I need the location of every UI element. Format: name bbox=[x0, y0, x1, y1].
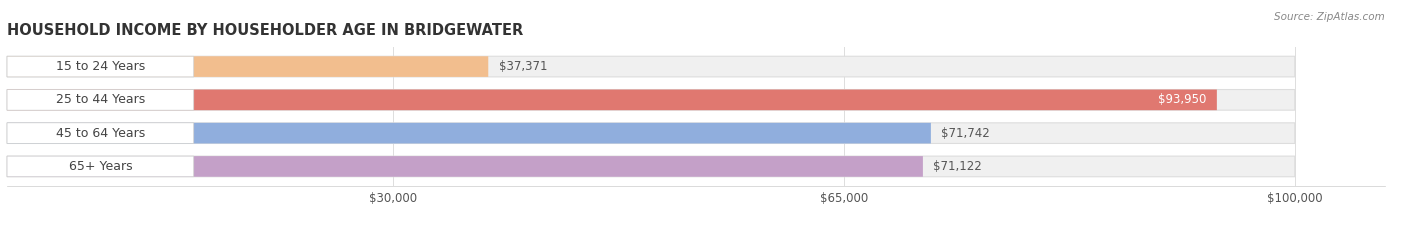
Text: 25 to 44 Years: 25 to 44 Years bbox=[56, 93, 145, 106]
FancyBboxPatch shape bbox=[7, 56, 1295, 77]
FancyBboxPatch shape bbox=[7, 156, 1295, 177]
FancyBboxPatch shape bbox=[7, 89, 1216, 110]
FancyBboxPatch shape bbox=[7, 123, 194, 144]
Text: $71,122: $71,122 bbox=[934, 160, 981, 173]
FancyBboxPatch shape bbox=[7, 89, 1295, 110]
Text: $93,950: $93,950 bbox=[1159, 93, 1206, 106]
FancyBboxPatch shape bbox=[7, 89, 194, 110]
Text: 45 to 64 Years: 45 to 64 Years bbox=[56, 127, 145, 140]
Text: HOUSEHOLD INCOME BY HOUSEHOLDER AGE IN BRIDGEWATER: HOUSEHOLD INCOME BY HOUSEHOLDER AGE IN B… bbox=[7, 24, 523, 38]
FancyBboxPatch shape bbox=[7, 56, 194, 77]
FancyBboxPatch shape bbox=[7, 123, 1295, 144]
Text: $71,742: $71,742 bbox=[941, 127, 990, 140]
FancyBboxPatch shape bbox=[7, 123, 931, 144]
FancyBboxPatch shape bbox=[7, 156, 922, 177]
Text: Source: ZipAtlas.com: Source: ZipAtlas.com bbox=[1274, 12, 1385, 22]
FancyBboxPatch shape bbox=[7, 156, 194, 177]
Text: 65+ Years: 65+ Years bbox=[69, 160, 132, 173]
Text: $37,371: $37,371 bbox=[499, 60, 547, 73]
FancyBboxPatch shape bbox=[7, 56, 488, 77]
Text: 15 to 24 Years: 15 to 24 Years bbox=[56, 60, 145, 73]
